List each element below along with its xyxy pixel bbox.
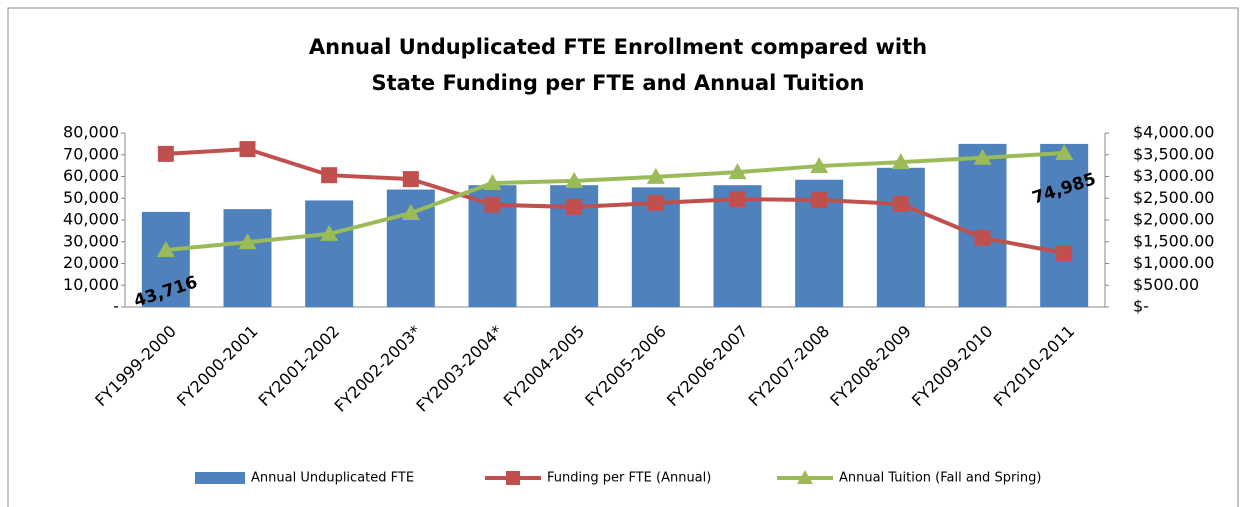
legend-swatch bbox=[195, 472, 245, 484]
y2-tick-label: $1,500.00 bbox=[1133, 231, 1214, 250]
marker bbox=[891, 153, 910, 170]
y-tick-label: 50,000 bbox=[63, 188, 119, 207]
series-line bbox=[165, 147, 1065, 256]
x-tick-label: FY2000-2001 bbox=[173, 322, 262, 411]
marker bbox=[647, 195, 664, 212]
series-line bbox=[165, 151, 1065, 253]
y-tick-label: 40,000 bbox=[63, 210, 119, 229]
bar bbox=[958, 143, 1007, 307]
chart-frame bbox=[7, 7, 1239, 507]
x-tick-label: FY2006-2007 bbox=[663, 322, 752, 411]
x-tick-label: FY2001-2002 bbox=[255, 322, 344, 411]
x-tick-label: FY2003-2004* bbox=[412, 322, 506, 416]
marker bbox=[974, 229, 991, 246]
marker bbox=[728, 163, 747, 180]
y-tick-label: 20,000 bbox=[63, 253, 119, 272]
x-tick-label: FY2009-2010 bbox=[908, 322, 997, 411]
marker bbox=[239, 141, 256, 158]
y-tick-label: 80,000 bbox=[63, 123, 119, 142]
bar bbox=[223, 209, 272, 307]
chart-title: Annual Unduplicated FTE Enrollment compa… bbox=[309, 35, 927, 59]
x-tick-label: FY2007-2008 bbox=[745, 322, 834, 411]
marker bbox=[811, 191, 828, 208]
legend-label: Annual Tuition (Fall and Spring) bbox=[839, 471, 1041, 486]
marker bbox=[238, 233, 257, 250]
marker bbox=[157, 145, 174, 162]
y-tick-label: 10,000 bbox=[63, 275, 119, 294]
y2-tick-label: $1,000.00 bbox=[1133, 253, 1214, 272]
marker bbox=[973, 148, 992, 165]
marker bbox=[1055, 144, 1074, 161]
marker bbox=[729, 191, 746, 208]
x-tick-label: FY2005-2006 bbox=[581, 322, 670, 411]
y2-tick-label: $3,500.00 bbox=[1133, 144, 1214, 163]
marker bbox=[646, 167, 665, 184]
legend-marker bbox=[797, 470, 813, 484]
marker bbox=[156, 241, 175, 258]
x-tick-label: FY2010-2011 bbox=[990, 322, 1079, 411]
marker bbox=[321, 167, 338, 184]
legend-label: Annual Unduplicated FTE bbox=[251, 471, 414, 486]
y2-tick-label: $2,500.00 bbox=[1133, 188, 1214, 207]
marker bbox=[810, 157, 829, 174]
y-tick-label: 60,000 bbox=[63, 166, 119, 185]
bar bbox=[1040, 143, 1089, 307]
y-tick-label: - bbox=[113, 297, 119, 316]
x-tick-label: FY2008-2009 bbox=[826, 322, 915, 411]
bar bbox=[141, 211, 190, 307]
chart-title: State Funding per FTE and Annual Tuition bbox=[372, 71, 865, 95]
marker bbox=[401, 204, 420, 221]
y-tick-label: 30,000 bbox=[63, 231, 119, 250]
y2-tick-label: $500.00 bbox=[1133, 275, 1199, 294]
marker bbox=[892, 195, 909, 212]
legend-marker bbox=[506, 471, 520, 485]
legend-label: Funding per FTE (Annual) bbox=[547, 471, 711, 486]
marker bbox=[1056, 245, 1073, 262]
y2-tick-label: $- bbox=[1133, 297, 1149, 316]
bar bbox=[305, 200, 354, 307]
marker bbox=[402, 171, 419, 188]
marker bbox=[320, 224, 339, 241]
marker bbox=[565, 171, 584, 188]
marker bbox=[566, 198, 583, 215]
y-tick-label: 70,000 bbox=[63, 144, 119, 163]
x-tick-label: FY2002-2003* bbox=[331, 322, 425, 416]
bar bbox=[876, 167, 925, 307]
y2-tick-label: $4,000.00 bbox=[1133, 123, 1214, 142]
x-tick-label: FY2004-2005 bbox=[500, 322, 589, 411]
marker bbox=[484, 196, 501, 213]
x-tick-label: FY1999-2000 bbox=[91, 322, 180, 411]
y2-tick-label: $2,000.00 bbox=[1133, 210, 1214, 229]
marker bbox=[483, 174, 502, 191]
y2-tick-label: $3,000.00 bbox=[1133, 166, 1214, 185]
